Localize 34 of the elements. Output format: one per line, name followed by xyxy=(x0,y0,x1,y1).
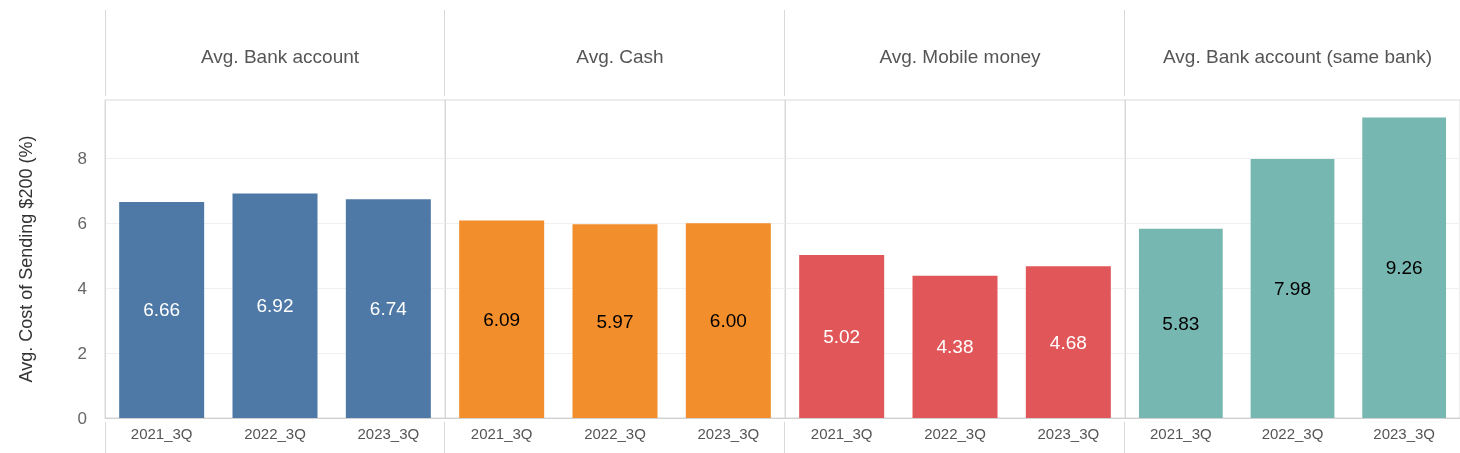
chart-title: Avg. Cash xyxy=(576,46,664,67)
x-tick-label: 2023_3Q xyxy=(357,425,420,442)
data-label: 6.09 xyxy=(483,308,521,330)
data-label: 5.97 xyxy=(596,310,634,332)
x-tick-label: 2021_3Q xyxy=(470,425,533,442)
data-label: 6.00 xyxy=(709,310,747,332)
data-label: 4.68 xyxy=(1049,331,1087,353)
x-tick-label: 2022_3Q xyxy=(1261,425,1324,442)
chart-title: Avg. Mobile money xyxy=(879,46,1042,67)
y-tick-label: 2 xyxy=(77,343,87,363)
data-label: 6.92 xyxy=(256,295,294,317)
data-label: 6.74 xyxy=(369,298,408,320)
y-axis-title: Avg. Cost of Sending $200 (%) xyxy=(16,135,36,383)
x-tick-label: 2023_3Q xyxy=(697,425,760,442)
chart-title: Avg. Bank account (same bank) xyxy=(1163,46,1432,67)
data-label: 7.98 xyxy=(1274,278,1311,300)
y-tick-label: 8 xyxy=(77,148,87,168)
y-tick-label: 4 xyxy=(77,278,87,298)
data-label: 9.26 xyxy=(1385,257,1423,279)
data-label: 5.83 xyxy=(1162,312,1200,334)
x-tick-label: 2021_3Q xyxy=(1149,425,1212,442)
chart-title: Avg. Bank account xyxy=(200,46,360,67)
data-label: 6.66 xyxy=(143,299,181,321)
data-label: 4.38 xyxy=(936,336,974,358)
y-tick-label: 0 xyxy=(77,408,87,428)
y-tick-label: 6 xyxy=(77,213,87,233)
x-tick-label: 2021_3Q xyxy=(810,425,873,442)
x-tick-label: 2023_3Q xyxy=(1373,425,1436,442)
x-tick-label: 2022_3Q xyxy=(924,425,986,442)
x-tick-label: 2021_3Q xyxy=(130,425,193,442)
x-tick-label: 2022_3Q xyxy=(584,425,646,442)
x-tick-label: 2022_3Q xyxy=(244,425,306,442)
data-label: 5.02 xyxy=(823,326,861,348)
x-tick-label: 2023_3Q xyxy=(1037,425,1100,442)
